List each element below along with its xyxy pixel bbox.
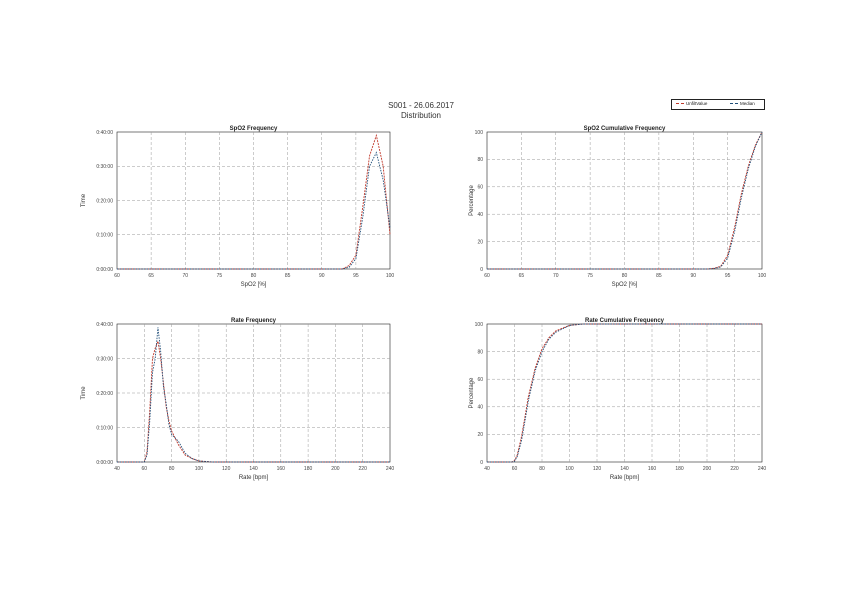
x-tick-label: 220 — [359, 466, 368, 472]
x-tick-label: 180 — [304, 466, 313, 472]
y-tick-label: 60 — [477, 185, 483, 191]
x-tick-label: 80 — [622, 273, 628, 279]
series-line-unfilt — [117, 339, 390, 463]
x-tick-label: 60 — [484, 273, 490, 279]
y-tick-label: 100 — [475, 130, 484, 136]
x-tick-label: 70 — [553, 273, 559, 279]
x-tick-label: 70 — [182, 273, 188, 279]
legend-label-unfilt: UnfiltValue — [686, 101, 708, 106]
y-tick-label: 0:40:00 — [96, 130, 113, 136]
x-tick-label: 65 — [148, 273, 154, 279]
chart-title: SpO2 Frequency — [230, 126, 278, 132]
chart-rate-cum: 40 60 80 100 120 140 160 180 200 220 240 0 20 40 60 80 1… — [469, 318, 766, 481]
y-tick-label: 100 — [475, 322, 484, 328]
x-tick-label: 120 — [222, 466, 231, 472]
x-tick-label: 240 — [386, 466, 395, 472]
x-tick-label: 75 — [217, 273, 223, 279]
chart-title: SpO2 Cumulative Frequency — [584, 126, 666, 132]
x-tick-label: 220 — [730, 466, 739, 472]
x-axis-label: Rate [bpm] — [239, 475, 269, 481]
chart-main-subtitle: Distribution — [400, 111, 441, 120]
chart-main-title: S001 - 26.06.2017 — [388, 101, 454, 110]
x-tick-label: 60 — [142, 466, 148, 472]
chart-title: Rate Frequency — [231, 318, 277, 324]
x-tick-label: 160 — [277, 466, 286, 472]
x-tick-label: 80 — [251, 273, 257, 279]
y-tick-label: 0:30:00 — [96, 164, 113, 170]
y-axis-label: Time — [81, 193, 87, 207]
y-tick-label: 0 — [480, 267, 483, 273]
x-tick-label: 60 — [512, 466, 518, 472]
y-tick-label: 20 — [477, 432, 483, 438]
x-tick-label: 120 — [593, 466, 602, 472]
legend: UnfiltValue Median — [671, 99, 765, 110]
x-tick-label: 100 — [386, 273, 395, 279]
x-tick-label: 90 — [690, 273, 696, 279]
y-tick-label: 0:20:00 — [96, 391, 113, 397]
x-tick-label: 200 — [703, 466, 712, 472]
y-tick-label: 40 — [477, 405, 483, 411]
y-tick-label: 0:30:00 — [96, 356, 113, 362]
series-line-unfilt — [487, 323, 762, 463]
x-tick-label: 140 — [249, 466, 258, 472]
x-tick-label: 65 — [519, 273, 525, 279]
y-tick-label: 0 — [480, 460, 483, 466]
x-tick-label: 85 — [285, 273, 291, 279]
y-axis-label: Percentage — [469, 185, 475, 216]
x-tick-label: 40 — [114, 466, 120, 472]
x-axis-label: SpO2 [%] — [241, 282, 267, 288]
x-tick-label: 100 — [195, 466, 204, 472]
x-tick-label: 95 — [725, 273, 731, 279]
y-tick-label: 0:10:00 — [96, 233, 113, 239]
x-tick-label: 160 — [648, 466, 657, 472]
x-tick-label: 80 — [169, 466, 175, 472]
y-tick-label: 0:10:00 — [96, 425, 113, 431]
chart-title: Rate Cumulative Frequency — [585, 318, 665, 324]
x-tick-label: 75 — [587, 273, 593, 279]
legend-label-median: Median — [740, 101, 755, 106]
x-tick-label: 240 — [758, 466, 767, 472]
x-tick-label: 40 — [484, 466, 490, 472]
x-tick-label: 100 — [758, 273, 767, 279]
x-tick-label: 85 — [656, 273, 662, 279]
legend-item-unfilt: UnfiltValue — [676, 101, 707, 106]
series-line-median — [117, 151, 391, 270]
x-tick-label: 200 — [331, 466, 340, 472]
y-axis-label: Percentage — [469, 377, 475, 408]
x-tick-label: 140 — [620, 466, 629, 472]
series-line-unfilt — [487, 131, 763, 270]
x-tick-label: 100 — [565, 466, 574, 472]
x-tick-label: 90 — [319, 273, 325, 279]
chart-rate-freq: 40 60 80 100 120 140 160 180 200 220 240 0:00:00 0:1… — [81, 318, 394, 481]
x-tick-label: 180 — [675, 466, 684, 472]
y-tick-label: 80 — [477, 349, 483, 355]
x-tick-label: 60 — [114, 273, 120, 279]
x-tick-label: 80 — [539, 466, 545, 472]
y-tick-label: 0:20:00 — [96, 198, 113, 204]
y-tick-label: 60 — [477, 377, 483, 383]
chart-spo2-cum: 60 65 70 75 80 85 90 95 100 0 20 40 60 80 100 SpO2 Cumu… — [469, 126, 766, 288]
y-tick-label: 20 — [477, 239, 483, 245]
x-axis-label: Rate [bpm] — [610, 475, 640, 481]
y-tick-label: 0:00:00 — [96, 460, 113, 466]
x-tick-label: 95 — [353, 273, 359, 279]
y-axis-label: Time — [81, 386, 87, 400]
legend-item-median: Median — [730, 101, 755, 106]
y-tick-label: 80 — [477, 157, 483, 163]
x-axis-label: SpO2 [%] — [612, 282, 638, 288]
chart-spo2-freq: 60 65 70 75 80 85 90 95 100 0:00:00 0:10:00 0:20:00… — [81, 126, 394, 288]
y-tick-label: 40 — [477, 212, 483, 218]
y-tick-label: 0:00:00 — [96, 267, 113, 273]
y-tick-label: 0:40:00 — [96, 322, 113, 328]
legend-swatch-median — [730, 103, 738, 105]
legend-swatch-unfilt — [676, 103, 684, 105]
